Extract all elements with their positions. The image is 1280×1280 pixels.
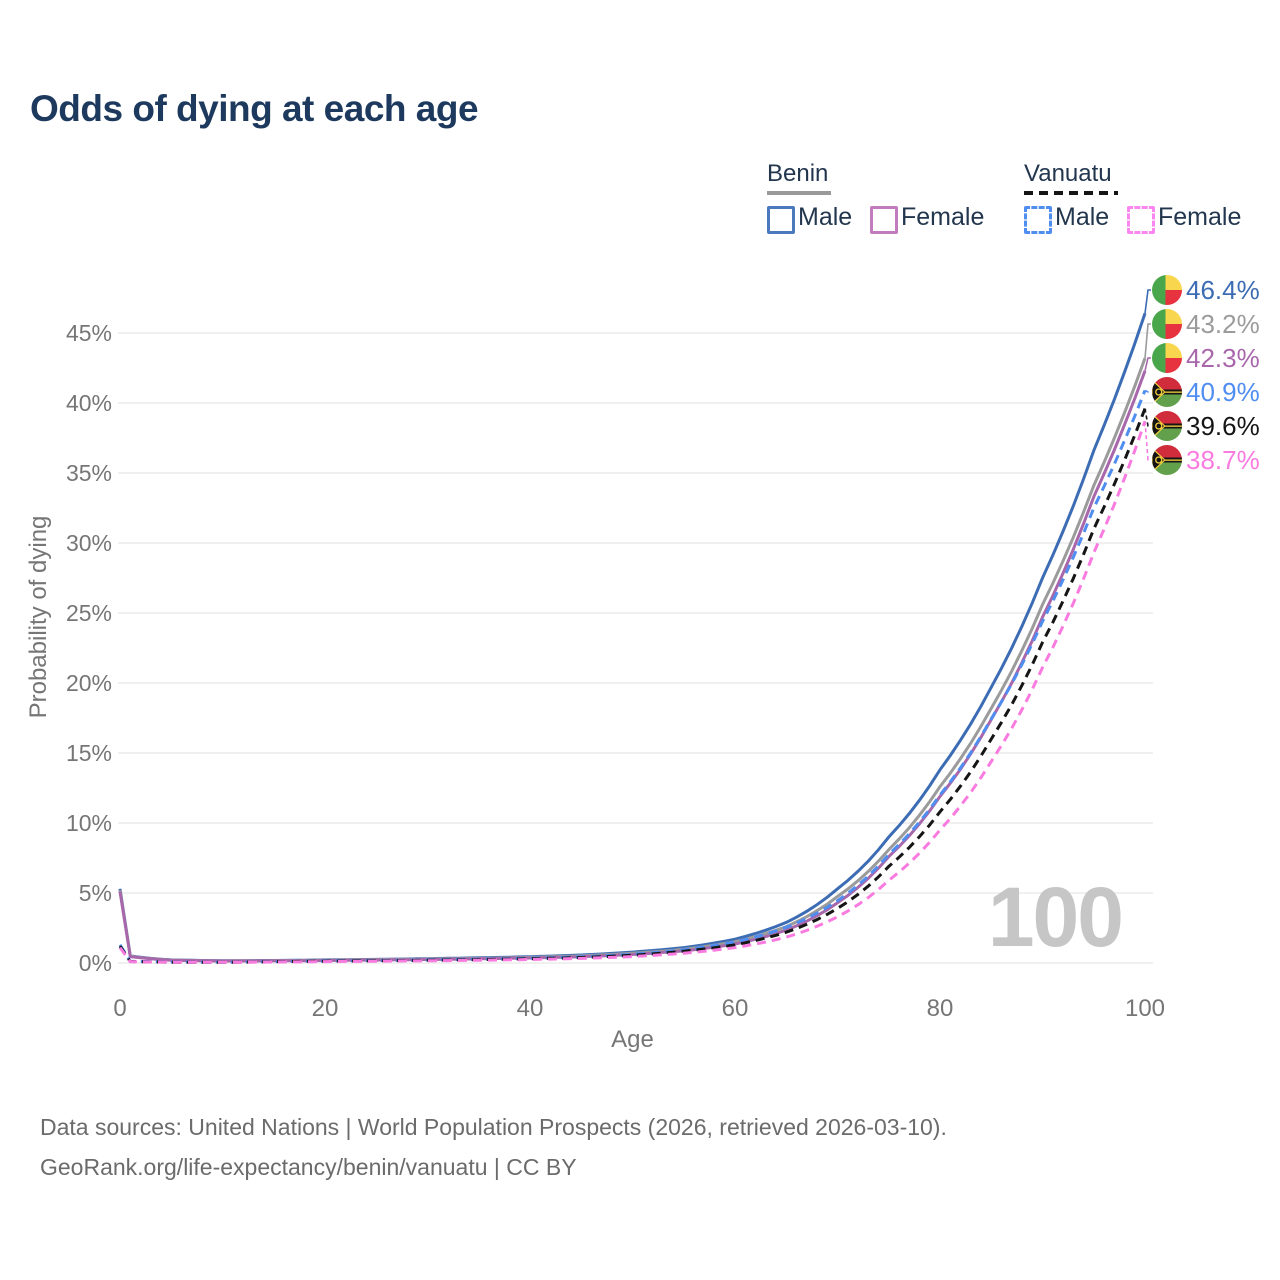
series-line-vanuatu-female[interactable] bbox=[118, 420, 1147, 964]
leader-line-benin-female bbox=[1144, 357, 1151, 371]
leader-line-vanuatu-all bbox=[1144, 408, 1151, 427]
legend-vanuatu-male-swatch[interactable] bbox=[1024, 206, 1052, 234]
x-tick-100: 100 bbox=[1125, 995, 1165, 1022]
leader-line-vanuatu-male bbox=[1144, 389, 1151, 393]
legend-group-vanuatu-title: Vanuatu bbox=[1024, 160, 1112, 187]
end-label-value-benin-male: 46.4% bbox=[1186, 275, 1260, 305]
legend-vanuatu-female-swatch[interactable] bbox=[1127, 206, 1155, 234]
end-label-benin-male: 46.4% bbox=[1152, 275, 1260, 305]
y-tick-45: 45% bbox=[66, 320, 112, 346]
benin-solid-line-swatch bbox=[767, 191, 831, 195]
y-tick-40: 40% bbox=[66, 390, 112, 416]
vanuatu-dashed-line-swatch bbox=[1024, 191, 1118, 195]
end-label-vanuatu-female: 38.7% bbox=[1152, 445, 1260, 475]
end-label-value-vanuatu-all: 39.6% bbox=[1186, 411, 1260, 441]
end-label-value-benin-female: 42.3% bbox=[1186, 343, 1260, 373]
attribution-line: GeoRank.org/life-expectancy/benin/vanuat… bbox=[40, 1154, 577, 1180]
y-tick-15: 15% bbox=[66, 740, 112, 766]
legend-benin-female-label[interactable]: Female bbox=[901, 203, 985, 231]
end-label-vanuatu-male: 40.9% bbox=[1152, 377, 1260, 407]
x-axis-title: Age bbox=[611, 1026, 654, 1053]
vanuatu-flag-icon bbox=[1152, 377, 1182, 407]
y-tick-5: 5% bbox=[79, 880, 112, 906]
series-line-vanuatu-all[interactable] bbox=[118, 408, 1147, 964]
benin-flag-icon bbox=[1152, 309, 1182, 339]
leader-line-benin-male bbox=[1144, 289, 1151, 314]
x-tick-80: 80 bbox=[927, 995, 954, 1022]
benin-flag-icon bbox=[1152, 343, 1182, 373]
end-label-benin-all: 43.2% bbox=[1152, 309, 1260, 339]
y-tick-30: 30% bbox=[66, 530, 112, 556]
x-tick-60: 60 bbox=[722, 995, 749, 1022]
x-tick-20: 20 bbox=[312, 995, 339, 1022]
data-source-line: Data sources: United Nations | World Pop… bbox=[40, 1114, 947, 1140]
series-line-vanuatu-male[interactable] bbox=[118, 389, 1147, 964]
leader-line-vanuatu-female bbox=[1144, 421, 1151, 461]
benin-flag-icon bbox=[1152, 275, 1182, 305]
legend-vanuatu-male-label[interactable]: Male bbox=[1055, 203, 1110, 231]
legend-vanuatu-female-label[interactable]: Female bbox=[1158, 203, 1242, 231]
y-tick-10: 10% bbox=[66, 810, 112, 836]
end-label-benin-female: 42.3% bbox=[1152, 343, 1260, 373]
legend-benin-female-swatch[interactable] bbox=[870, 206, 898, 234]
end-label-value-vanuatu-male: 40.9% bbox=[1186, 377, 1260, 407]
y-axis-title: Probability of dying bbox=[25, 516, 52, 719]
age-counter-watermark: 100 bbox=[988, 870, 1122, 964]
end-label-value-benin-all: 43.2% bbox=[1186, 309, 1260, 339]
y-tick-0: 0% bbox=[79, 950, 112, 976]
legend-benin-male-swatch[interactable] bbox=[767, 206, 795, 234]
legend-group-benin-title: Benin bbox=[767, 160, 829, 187]
end-label-vanuatu-all: 39.6% bbox=[1152, 411, 1260, 441]
y-tick-25: 25% bbox=[66, 600, 112, 626]
end-label-value-vanuatu-female: 38.7% bbox=[1186, 445, 1260, 475]
vanuatu-flag-icon bbox=[1152, 411, 1182, 441]
page-title: Odds of dying at each age bbox=[30, 88, 479, 129]
x-tick-40: 40 bbox=[517, 995, 544, 1022]
y-tick-20: 20% bbox=[66, 670, 112, 696]
leader-line-benin-all bbox=[1144, 323, 1151, 359]
series-line-benin-male[interactable] bbox=[118, 312, 1147, 963]
legend-benin-male-label[interactable]: Male bbox=[798, 203, 853, 231]
vanuatu-flag-icon bbox=[1152, 445, 1182, 475]
x-tick-0: 0 bbox=[113, 995, 126, 1022]
footer: Data sources: United Nations | World Pop… bbox=[40, 1107, 947, 1187]
y-tick-35: 35% bbox=[66, 460, 112, 486]
